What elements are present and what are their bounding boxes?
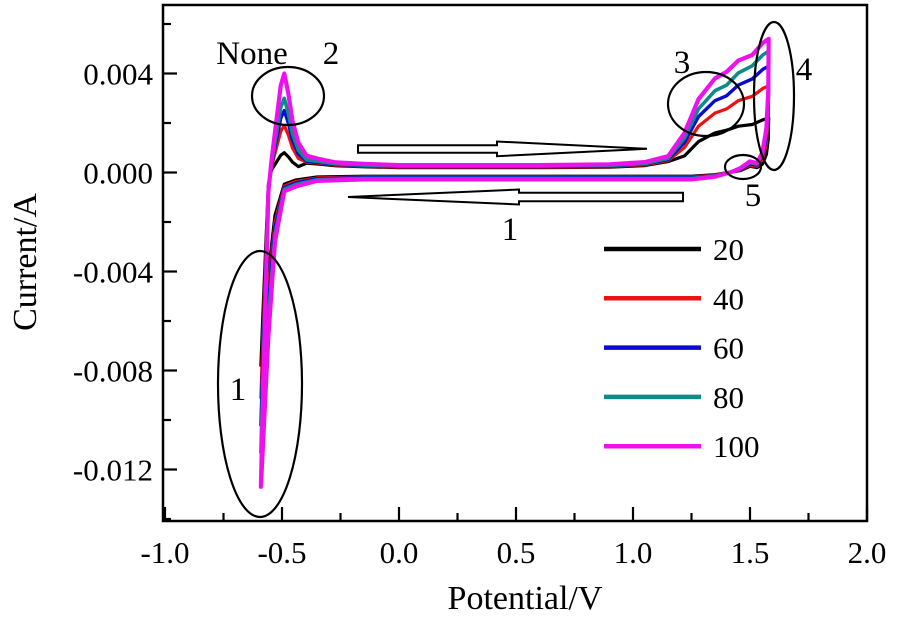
y-axis-title: Current/A xyxy=(7,193,44,331)
axis-ticks xyxy=(163,22,869,521)
peak-5-ellipse xyxy=(723,153,763,181)
peak-4-ellipse xyxy=(752,20,796,172)
legend-label-80: 80 xyxy=(713,380,744,415)
legend-label-100: 100 xyxy=(713,429,760,464)
x-tick-label: -1.0 xyxy=(140,535,189,570)
axis-tick-labels: -1.0 -0.5 0.0 0.5 1.0 1.5 2.0 0.004 0.000 -0.004 -… xyxy=(73,57,886,571)
x-tick-label: 0.0 xyxy=(380,535,419,570)
x-axis-title: Potential/V xyxy=(448,580,603,617)
annotation-label: None xyxy=(216,36,287,72)
x-tick-label: 0.5 xyxy=(497,535,536,570)
peak-1-ellipse xyxy=(216,249,304,519)
cv-curves xyxy=(258,36,771,489)
annotation-label: 1 xyxy=(230,372,247,408)
legend-label-60: 60 xyxy=(713,331,744,366)
peak-2-ellipse xyxy=(250,65,326,127)
x-tick-label: 1.0 xyxy=(614,535,653,570)
y-tick-label: -0.008 xyxy=(73,354,153,389)
annotation-label: 5 xyxy=(745,178,762,214)
peak-3-ellipse xyxy=(666,70,746,138)
y-tick-label: 0.000 xyxy=(83,156,153,191)
x-tick-label: 1.5 xyxy=(731,535,770,570)
annotation-label: 3 xyxy=(674,45,691,81)
annotation-label: 1 xyxy=(502,212,519,248)
annotation-label: 4 xyxy=(796,52,813,88)
annotations: None 2 3 4 5 1 1 xyxy=(216,20,813,519)
x-tick-label: -0.5 xyxy=(257,535,306,570)
y-tick-label: -0.012 xyxy=(73,453,153,488)
annotation-label: 2 xyxy=(323,36,340,72)
y-tick-label: 0.004 xyxy=(83,57,153,92)
x-tick-label: 2.0 xyxy=(848,535,887,570)
legend-label-40: 40 xyxy=(713,281,744,316)
scan-direction-arrows xyxy=(347,140,684,206)
curve-100 xyxy=(258,36,771,489)
y-tick-label: -0.004 xyxy=(73,255,154,290)
legend: 20 40 60 80 100 xyxy=(604,232,760,464)
legend-label-20: 20 xyxy=(713,232,744,267)
forward-scan-arrow xyxy=(357,140,648,158)
reverse-scan-arrow xyxy=(347,188,684,206)
